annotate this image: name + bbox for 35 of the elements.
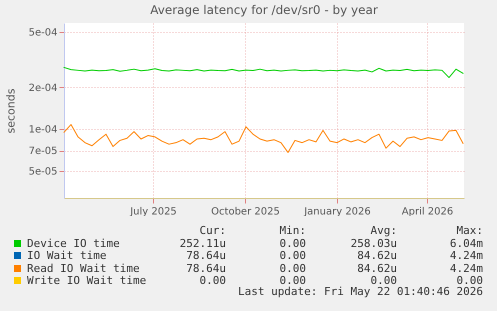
text: Cur: [198,224,226,238]
text: 0.00 [278,262,306,275]
text: 84.62u [356,262,397,275]
text: Max: [456,224,483,238]
text: 78.64u [185,262,226,275]
text: 0.00 [280,274,306,287]
legend-label: Device IO time [27,236,121,250]
legend-label: Read IO Wait time [27,262,141,275]
y-tick-label: 5e-04 [28,27,58,38]
legend-label: IO Wait time [27,249,108,262]
y-tick-label: 5e-05 [28,166,58,178]
chart-title: Average latency for /dev/sr0 - by year [150,3,378,17]
text: 252.11u [178,236,226,250]
text: 84.62u [356,249,397,262]
y-tick-label: 2e-04 [28,82,58,94]
x-tick-label: October 2025 [211,206,280,218]
text: Avg: [370,224,397,238]
text: Last update: Fri May 22 01:40:46 2026 [238,285,483,298]
text: 4.24m [448,249,483,262]
y-axis-title: seconds [4,88,18,134]
text: 6.04m [448,236,483,250]
text: 0.00 [278,236,306,250]
text: Min: [278,224,306,238]
y-tick-label: 1e-04 [28,124,58,136]
text: 0.00 [456,274,483,287]
text: 0.00 [370,274,397,287]
text: 258.03u [350,236,397,250]
line-series [64,66,464,78]
y-tick-label: 7e-05 [28,146,58,158]
text: 4.24m [448,262,483,275]
legend-label: Write IO Wait time [27,274,148,288]
text: 78.64u [185,249,226,262]
line-series [64,124,464,153]
text: 0.00 [198,274,226,288]
text: 0.00 [278,249,306,262]
